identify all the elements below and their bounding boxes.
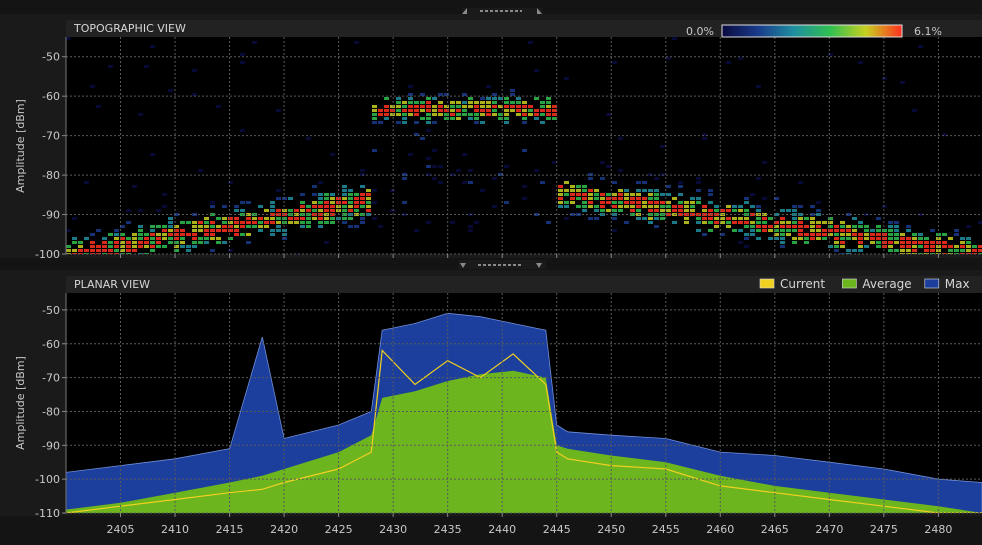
- topographic-x-ticks: [120, 254, 939, 258]
- planar-y-tick-label: -70: [42, 372, 60, 385]
- legend-label-average: Average: [862, 277, 911, 291]
- colorbar-min-label: 0.0%: [686, 25, 714, 38]
- planar-x-tick-label: 2410: [161, 523, 189, 536]
- topographic-y-tick-label: -80: [42, 169, 60, 182]
- topographic-y-tick-label: -100: [35, 248, 60, 261]
- planar-x-tick-label: 2455: [652, 523, 680, 536]
- planar-y-tick-label: -90: [42, 439, 60, 452]
- topographic-y-tick-label: -60: [42, 90, 60, 103]
- legend-label-max: Max: [945, 277, 970, 291]
- topographic-y-axis-label: Amplitude [dBm]: [14, 99, 27, 193]
- planar-y-tick-label: -80: [42, 405, 60, 418]
- series-average-area: [66, 370, 982, 513]
- legend-swatch-average: [842, 278, 857, 289]
- planar-x-tick-label: 2460: [706, 523, 734, 536]
- legend-swatch-current: [759, 278, 775, 289]
- topographic-y-ticks: -50 -60 -70 -80 -90 -100: [35, 51, 66, 261]
- planar-x-tick-label: 2430: [379, 523, 407, 536]
- series-current-line: [66, 349, 982, 513]
- legend-label-current: Current: [780, 277, 825, 291]
- colorbar-max-label: 6.1%: [914, 25, 942, 38]
- planar-y-tick-label: -110: [35, 507, 60, 520]
- planar-y-ticks: -50 -60 -70 -80 -90 -100 -110: [35, 304, 66, 520]
- planar-x-ticks: 2405 2410 2415 2420 2425 2430 2435 2440 2445 2450…: [107, 513, 952, 536]
- planar-x-tick-label: 2405: [107, 523, 135, 536]
- planar-x-tick-label: 2415: [216, 523, 244, 536]
- planar-x-tick-label: 2480: [924, 523, 952, 536]
- planar-x-tick-label: 2440: [488, 523, 516, 536]
- topographic-grid: [65, 37, 982, 255]
- colorbar-gradient: [721, 24, 903, 38]
- planar-y-tick-label: -60: [42, 338, 60, 351]
- planar-x-tick-label: 2435: [434, 523, 462, 536]
- topographic-y-tick-label: -70: [42, 130, 60, 143]
- planar-y-tick-label: -50: [42, 304, 60, 317]
- planar-x-tick-label: 2470: [815, 523, 843, 536]
- planar-x-tick-label: 2450: [597, 523, 625, 536]
- density-heatmap: [66, 37, 982, 254]
- planar-grid: [65, 293, 982, 514]
- planar-x-tick-label: 2475: [870, 523, 898, 536]
- planar-y-axis-label: Amplitude [dBm]: [14, 356, 27, 450]
- topographic-y-tick-label: -90: [42, 209, 60, 222]
- planar-series: [66, 312, 982, 513]
- topographic-view-title: TOPOGRAPHIC VIEW: [73, 22, 186, 35]
- planar-view-title: PLANAR VIEW: [74, 278, 150, 291]
- planar-x-tick-label: 2465: [761, 523, 789, 536]
- middle-splitter-handle[interactable]: [458, 260, 546, 269]
- planar-y-tick-label: -100: [35, 473, 60, 486]
- top-splitter-handle[interactable]: [462, 8, 542, 14]
- legend-swatch-max: [924, 278, 940, 289]
- topographic-y-tick-label: -50: [42, 51, 60, 64]
- colorbar-legend: 0.0% 6.1%: [686, 24, 942, 38]
- planar-legend: Current Average Max: [759, 277, 970, 291]
- planar-x-tick-label: 2425: [325, 523, 353, 536]
- planar-x-tick-label: 2445: [543, 523, 571, 536]
- planar-x-tick-label: 2420: [270, 523, 298, 536]
